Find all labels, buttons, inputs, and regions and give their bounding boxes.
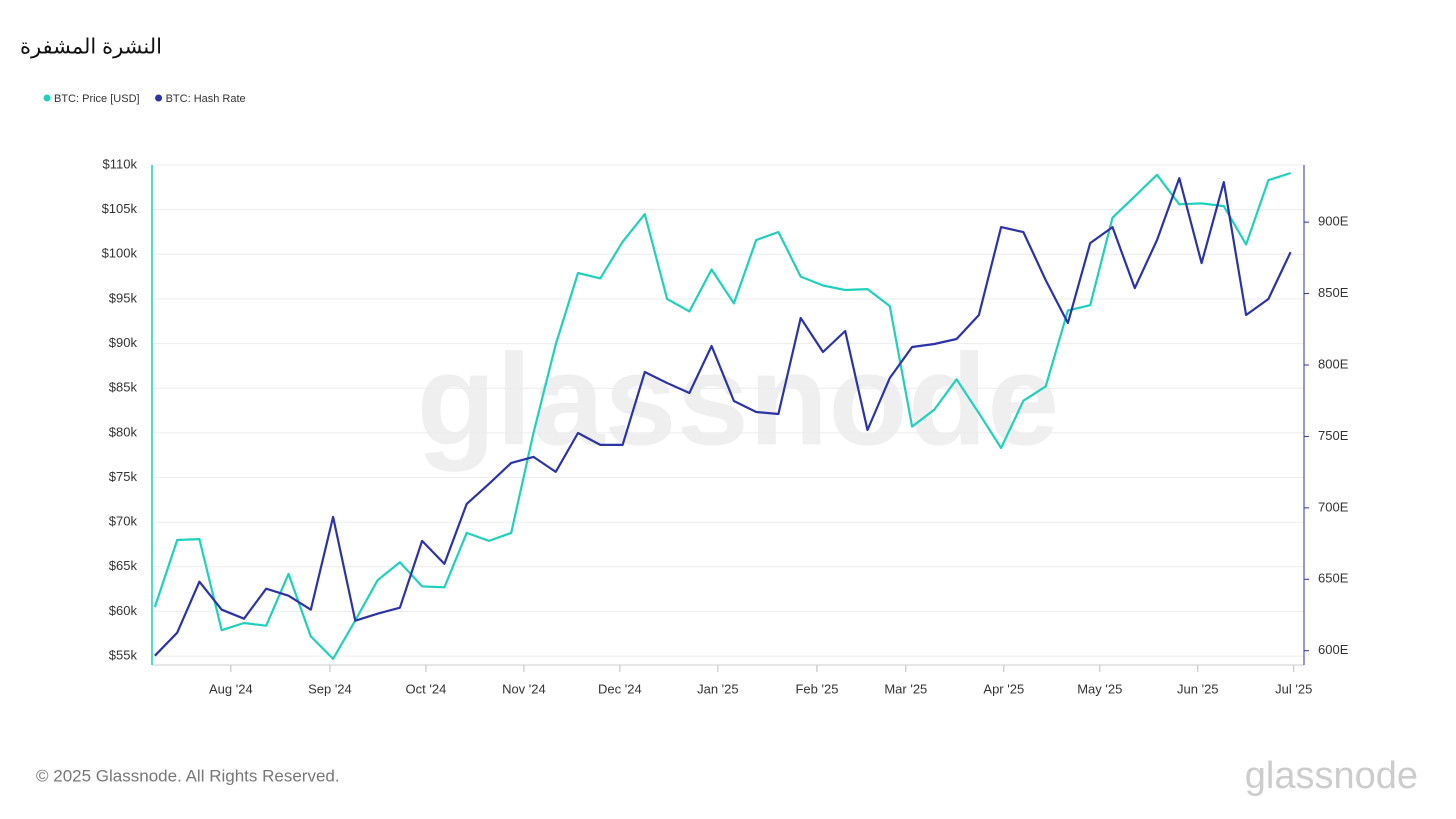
y-tick-label: $70k — [109, 514, 138, 529]
y2-tick-label: 750E — [1318, 428, 1349, 443]
x-tick-label: Jan '25 — [697, 681, 739, 696]
y2-tick-label: 650E — [1318, 571, 1349, 586]
x-tick-label: Feb '25 — [795, 681, 838, 696]
y-tick-label: $100k — [102, 246, 138, 261]
series-line — [154, 177, 1292, 657]
x-tick-label: Aug '24 — [209, 681, 253, 696]
y-tick-label: $65k — [109, 558, 138, 573]
x-tick-label: Oct '24 — [406, 681, 447, 696]
x-tick-label: Sep '24 — [308, 681, 352, 696]
y2-tick-label: 600E — [1318, 642, 1349, 657]
y-tick-label: $110k — [103, 156, 138, 171]
y-tick-label: $80k — [109, 424, 138, 439]
x-tick-label: Mar '25 — [884, 681, 927, 696]
y-tick-label: $105k — [102, 201, 138, 216]
x-tick-label: Jul '25 — [1275, 681, 1312, 696]
y2-tick-label: 850E — [1318, 285, 1349, 300]
y-tick-label: $75k — [109, 469, 138, 484]
copyright: © 2025 Glassnode. All Rights Reserved. — [36, 766, 340, 785]
y2-tick-label: 800E — [1318, 356, 1349, 371]
x-tick-label: May '25 — [1077, 681, 1122, 696]
x-tick-label: Jun '25 — [1177, 681, 1219, 696]
y-tick-label: $85k — [109, 380, 138, 395]
x-tick-label: Apr '25 — [983, 681, 1024, 696]
watermark: glassnode — [417, 326, 1060, 472]
series-line — [153, 171, 1291, 660]
y2-tick-label: 900E — [1318, 214, 1349, 229]
chart-title: النشرة المشفرة — [20, 36, 162, 59]
y-tick-label: $90k — [109, 335, 138, 350]
y-tick-label: $55k — [109, 648, 138, 663]
x-tick-label: Nov '24 — [502, 681, 546, 696]
legend-marker — [43, 94, 51, 102]
y2-tick-label: 700E — [1318, 499, 1349, 514]
legend-label: BTC: Price [USD] — [54, 93, 140, 105]
legend-label: BTC: Hash Rate — [166, 93, 246, 105]
y-tick-label: $60k — [109, 603, 138, 618]
y-tick-label: $95k — [109, 290, 138, 305]
x-tick-label: Dec '24 — [598, 681, 642, 696]
brand-logo: glassnode — [1245, 755, 1418, 797]
legend-marker — [155, 94, 163, 102]
